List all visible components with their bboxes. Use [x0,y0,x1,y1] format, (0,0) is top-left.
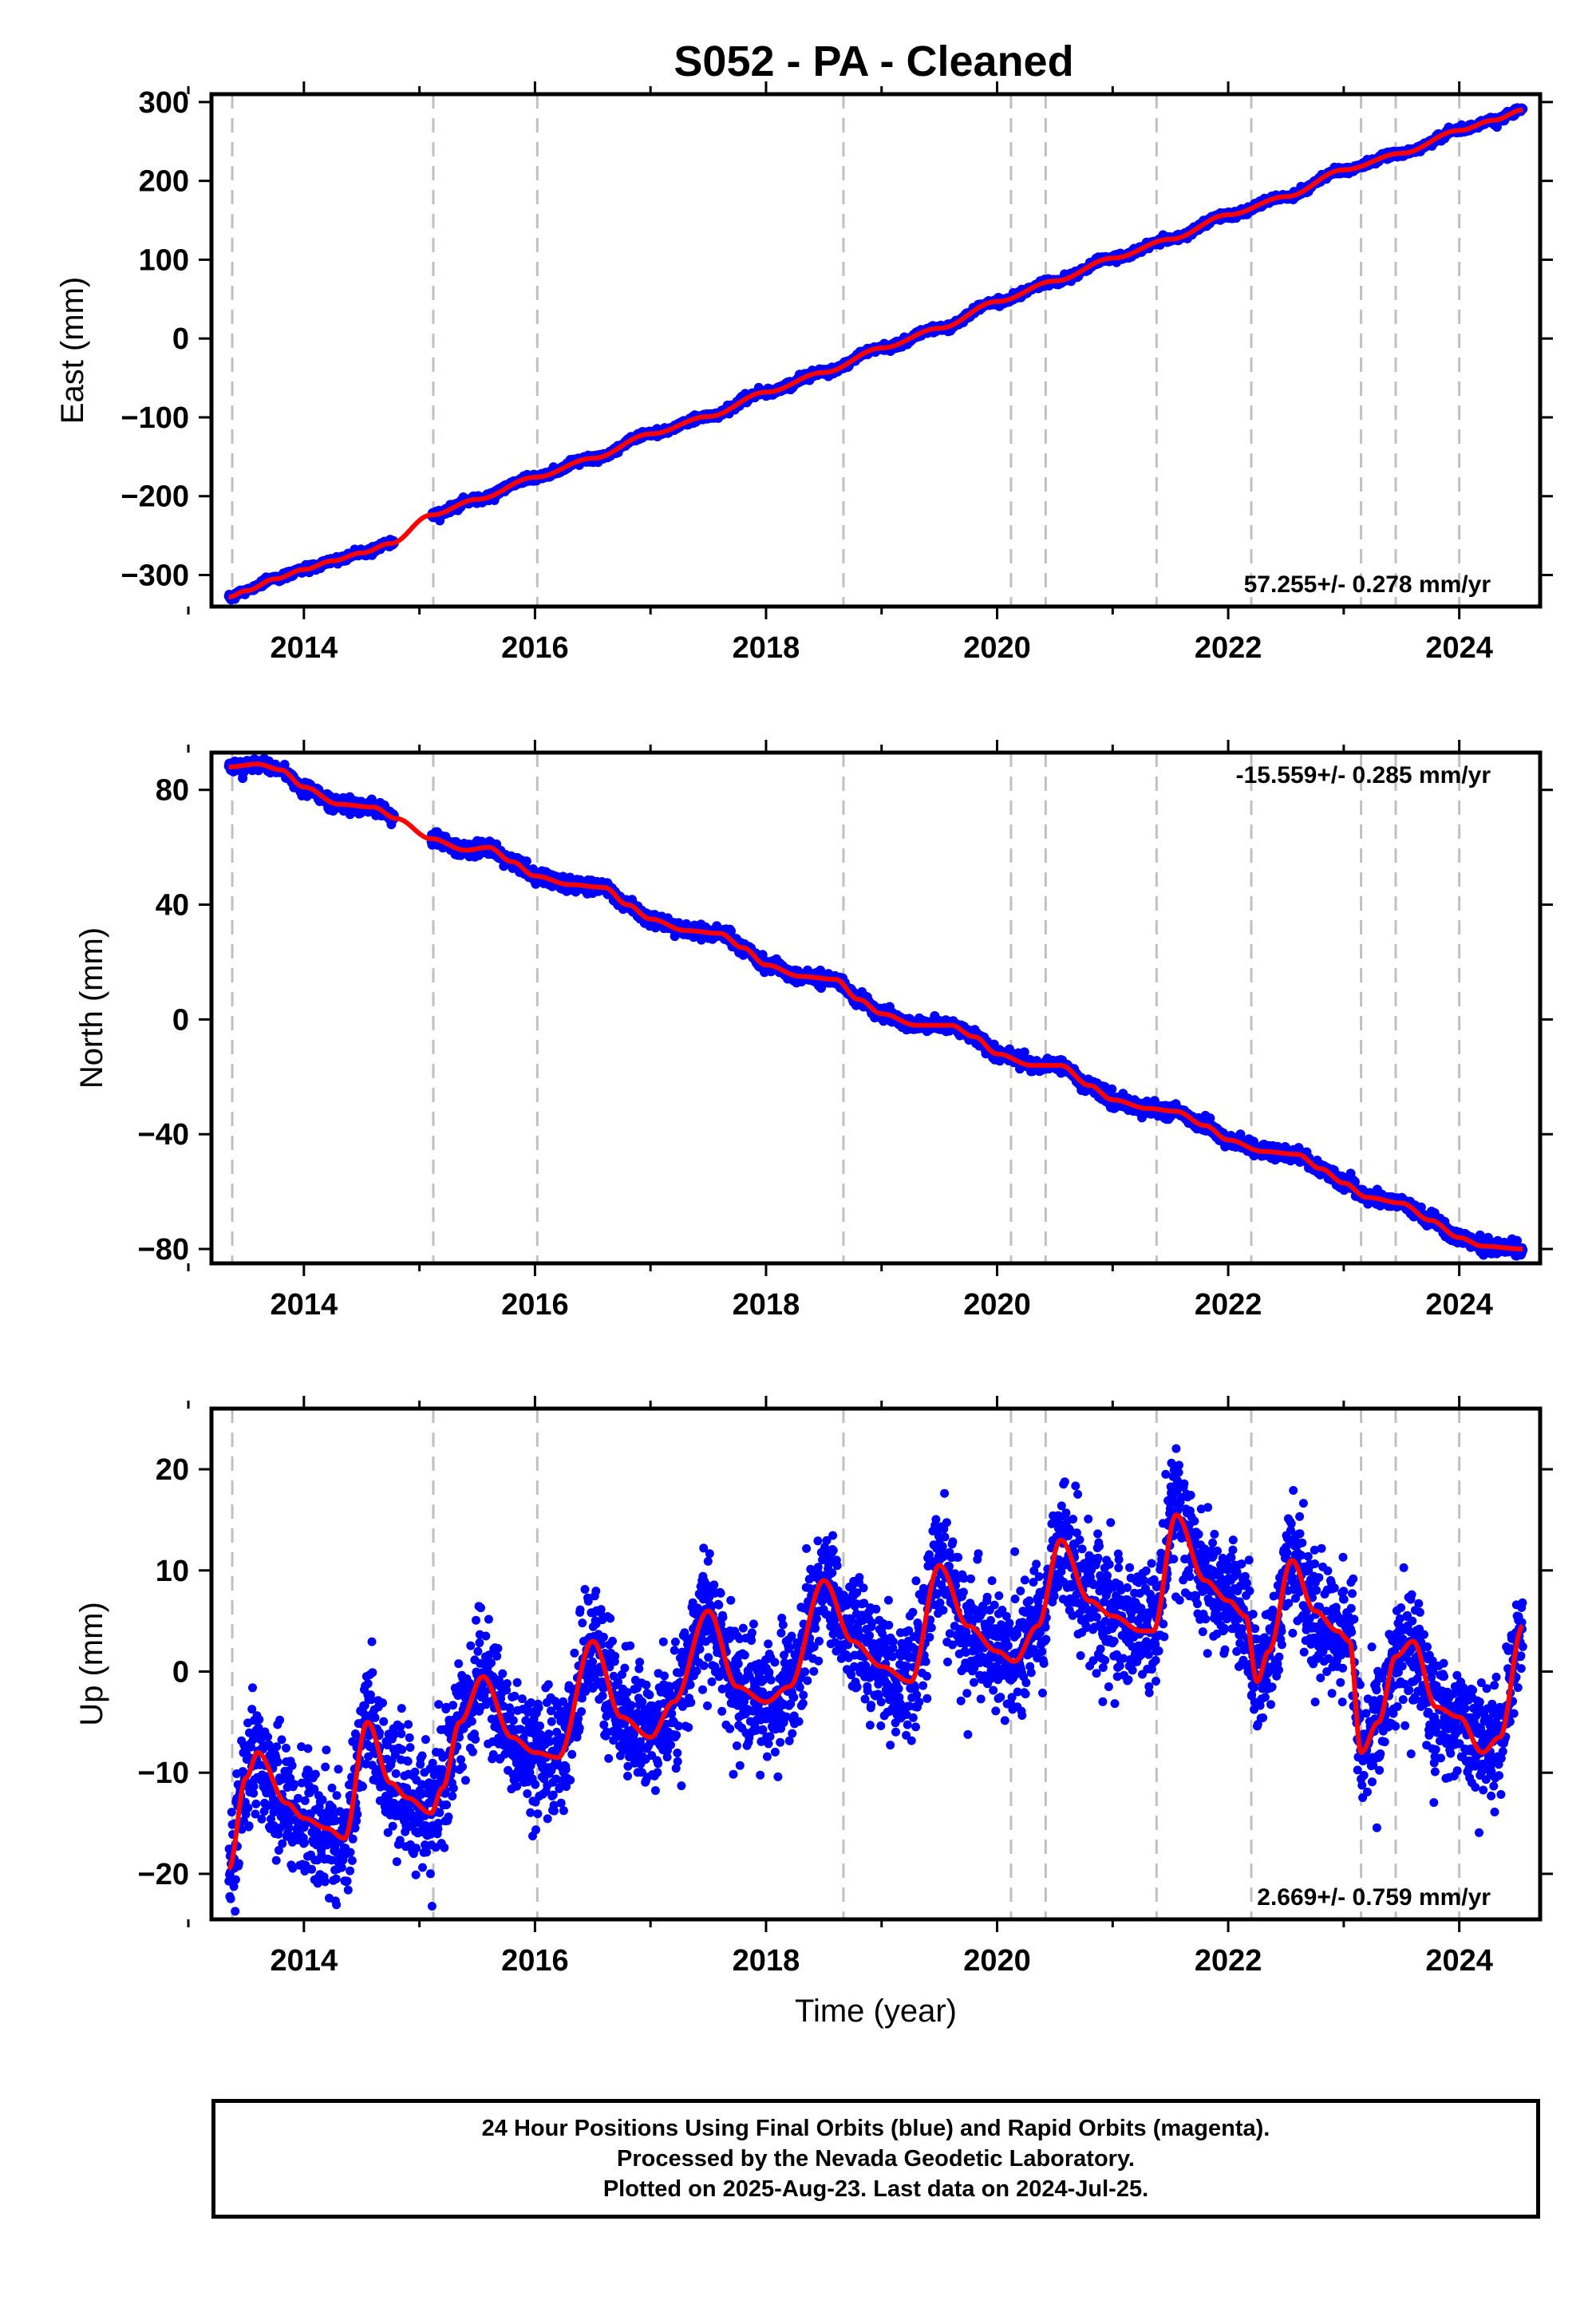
panel-east: 2014 2016 2018 2020 2022 2024 −300 −200 −100 0 100… [55,81,1553,665]
daily-position-point [279,760,290,769]
y-tick-label: 200 [139,165,189,199]
model-fit-line [227,107,1524,600]
panel-north: 2014 2016 2018 2020 2022 2024−80−4004080North… [74,740,1553,1322]
y-tick-label: 300 [139,86,189,120]
x-tick-label: 2024 [1425,631,1493,665]
y-tick-label: 0 [172,322,189,356]
figure-title: S052 - PA - Cleaned [674,38,1073,85]
plot-area [223,753,1528,1261]
y-tick-label: −100 [120,401,189,435]
panel-frame [209,92,1543,609]
x-tick-label: 2022 [1195,631,1262,665]
x-tick-label: 2020 [963,631,1031,665]
y-tick-label: −300 [120,559,189,592]
y-tick-label: −200 [120,480,189,514]
x-tick-label: 2016 [501,631,569,665]
velocity-rate-label: 57.255+/- 0.278 mm/yr [1244,571,1491,598]
y-tick-label: 100 [139,243,189,277]
x-tick-label: 2014 [271,631,338,665]
plot-area [223,103,1528,605]
x-tick-label: 2018 [733,631,800,665]
y-axis-label: East (mm) [55,277,90,424]
panels-group: 2014 2016 2018 2020 2022 2024 −300 −200 −100 0 100… [55,81,1553,2029]
